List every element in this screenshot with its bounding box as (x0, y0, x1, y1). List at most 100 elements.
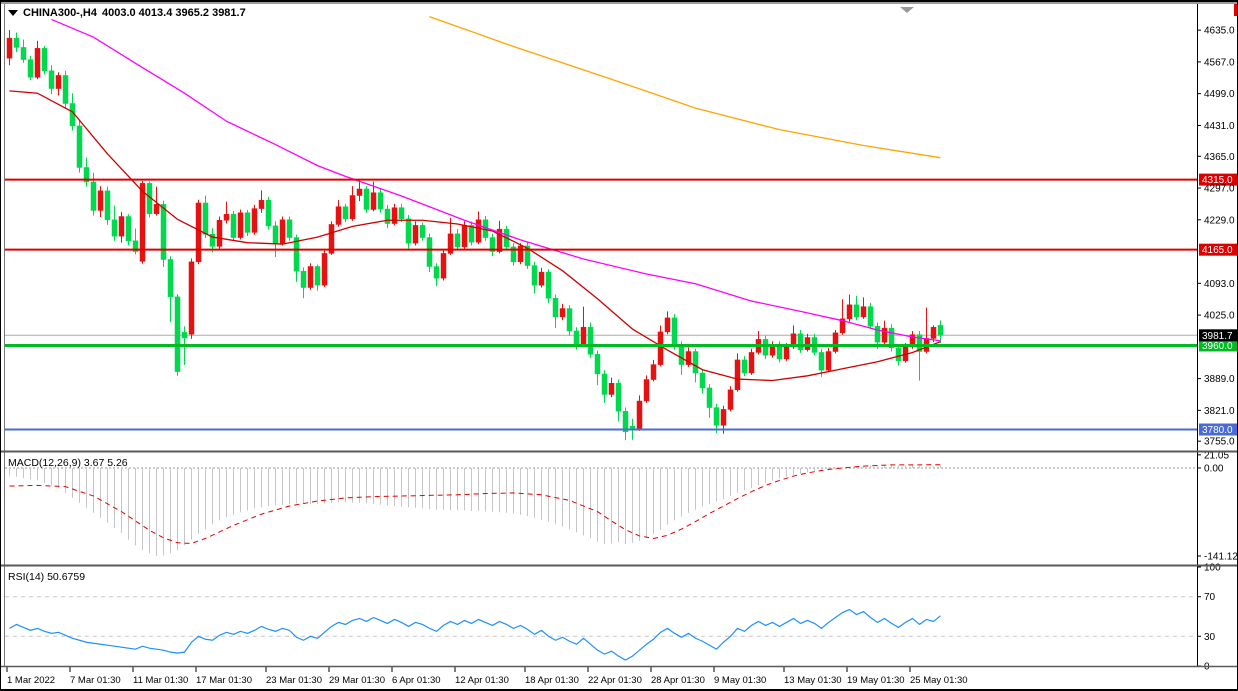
symbol-period-label: CHINA300-,H4 (23, 7, 97, 19)
candle-body-bear (797, 333, 804, 350)
x-axis-date-label: 28 Apr 01:30 (651, 675, 705, 686)
macd-axis-tick-label: -141.12 (1204, 551, 1238, 562)
candle-body-bull (720, 409, 727, 426)
candle-body-bear (594, 354, 601, 375)
candle-body-bear (13, 37, 20, 48)
price-level-badge (1199, 243, 1237, 256)
candle-body-bear (181, 332, 188, 339)
macd-axis-tick-label: 0.00 (1204, 463, 1224, 474)
candle-body-bear (265, 199, 272, 227)
candle-body-bull (559, 308, 566, 318)
macd-axis-tick-label: 21.05 (1204, 450, 1229, 461)
candle-body-bull (657, 331, 664, 365)
candle-body-bear (566, 308, 573, 332)
candle-body-bear (132, 240, 139, 252)
candle-body-bear (741, 359, 748, 374)
candle-body-bull (356, 188, 363, 196)
candle-body-bull (727, 389, 734, 410)
candle-body-bear (293, 237, 300, 272)
y-axis-tick-label: 3755.0 (1204, 437, 1235, 448)
candle-body-bull (34, 48, 41, 78)
candle-body-bear (272, 225, 279, 244)
candle-body-bull (860, 306, 867, 318)
candle-body-bull (188, 261, 195, 335)
candle-body-bull (258, 199, 265, 209)
rsi-indicator-label: RSI(14) 50.6759 (8, 571, 86, 583)
candle-body-bear (27, 59, 34, 78)
candle-body-bear (405, 218, 412, 244)
x-axis-date-label: 13 May 01:30 (784, 675, 842, 686)
candle-body-bull (440, 253, 447, 279)
ma-medium-magenta-line[interactable] (51, 18, 941, 342)
chart-shift-marker-icon[interactable] (900, 7, 914, 13)
candle-body-bull (118, 216, 125, 237)
candle-body-bull (839, 318, 846, 334)
candle-body-bull (608, 383, 615, 395)
y-axis-tick-label: 4025.0 (1204, 311, 1235, 322)
ma-slow-orange-line[interactable] (429, 15, 941, 159)
candle-body-bear (419, 225, 426, 238)
price-level-badge-text: 4315.0 (1202, 175, 1233, 186)
candle-body-bull (251, 208, 258, 233)
candle-body-bull (279, 219, 286, 244)
rsi-axis-tick-label: 70 (1204, 592, 1216, 603)
candle-body-bear (363, 188, 370, 210)
candle-body-bear (167, 259, 174, 298)
ma-fast-red-line[interactable] (9, 90, 941, 382)
price-level-badge (1199, 423, 1237, 436)
candle-body-bear (377, 192, 384, 210)
candle-body-bull (55, 75, 62, 89)
rsi-axis-tick-label: 30 (1204, 632, 1216, 643)
macd-signal-line (9, 464, 941, 544)
price-level-badge-text: 3960.0 (1202, 341, 1233, 352)
y-axis-tick-label: 4365.0 (1204, 152, 1235, 163)
x-axis-date-label: 22 Apr 01:30 (588, 675, 642, 686)
y-axis-tick-label: 3889.0 (1204, 374, 1235, 385)
candle-body-bear (916, 334, 923, 352)
y-axis-tick-label: 3821.0 (1204, 406, 1235, 417)
candle-body-bear (531, 265, 538, 286)
x-axis-date-label: 6 Apr 01:30 (392, 675, 441, 686)
candle-body-bull (804, 337, 811, 350)
candle-body-bull (412, 225, 419, 244)
candle-body-bear (433, 266, 440, 279)
candle-body-bear (706, 387, 713, 408)
candle-body-bear (937, 325, 944, 336)
y-axis-tick-label: 4297.0 (1204, 184, 1235, 195)
candle-body-bull (517, 245, 524, 263)
candle-body-bear (20, 47, 27, 60)
macd-indicator-label: MACD(12,26,9) 3.67 5.26 (8, 457, 128, 469)
price-level-badge-text: 3780.0 (1202, 425, 1233, 436)
x-axis-date-label: 19 May 01:30 (847, 675, 905, 686)
candle-body-bear (111, 219, 118, 237)
chart-title-bar: CHINA300-,H4 4003.0 4013.4 3965.2 3981.7 (8, 7, 246, 19)
candle-body-bear (230, 213, 237, 238)
candle-body-bear (510, 246, 517, 263)
candle-body-bull (321, 253, 328, 286)
candle-body-bull (328, 224, 335, 254)
x-axis-date-label: 11 Mar 01:30 (133, 675, 188, 686)
top-right-red-mark (1234, 4, 1237, 16)
candle-body-bull (734, 359, 741, 391)
symbol-dropdown-icon[interactable] (8, 10, 18, 16)
candle-body-bear (174, 296, 181, 372)
candle-body-bear (587, 326, 594, 355)
candle-body-bear (160, 204, 167, 260)
candle-body-bull (335, 206, 342, 225)
x-axis-date-label: 1 Mar 2022 (7, 675, 55, 686)
y-axis-tick-label: 4567.0 (1204, 57, 1235, 68)
candle-body-bear (678, 344, 685, 365)
y-axis-tick-label: 4635.0 (1204, 26, 1235, 37)
candle-body-bull (447, 233, 454, 254)
candle-body-bear (314, 266, 321, 286)
candle-body-bear (104, 190, 111, 221)
candle-body-bull (237, 212, 244, 238)
candle-body-bear (342, 206, 349, 220)
candle-body-bull (307, 266, 314, 288)
candle-body-bull (636, 400, 643, 430)
candle-body-bear (573, 330, 580, 346)
candle-body-bear (398, 207, 405, 220)
candle-body-bear (671, 317, 678, 346)
candle-body-bear (615, 383, 622, 412)
